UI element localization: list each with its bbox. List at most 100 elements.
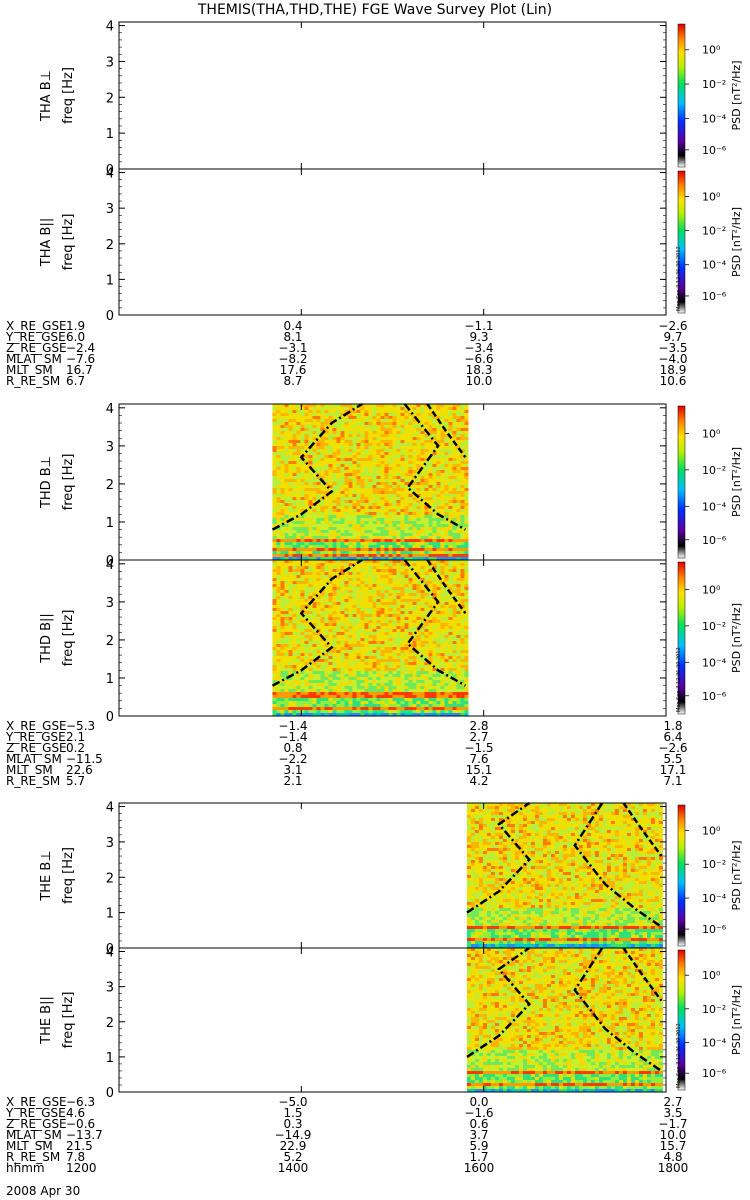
ephemeris-label: Z_RE_GSE <box>6 741 67 755</box>
colorbar-label: PSD [nT²/Hz] <box>730 603 743 673</box>
ephemeris-value: 10.6 <box>659 374 687 388</box>
y-tick-label: 3 <box>106 981 114 996</box>
ephemeris-value: −1.4 <box>278 730 308 744</box>
ephemeris-label: MLAT_SM <box>6 352 62 366</box>
ephemeris-value: 1.8 <box>663 719 683 733</box>
ephemeris-block-tha: X_RE_GSE 1.9 0.4 −1.1 −2.6 Y_RE_GSE 6.0 8.1 9.3 9… <box>0 319 750 388</box>
y-axis-probe-label: THD B⊥ <box>39 456 54 509</box>
spectrogram-image <box>272 560 469 716</box>
colorbar-scale <box>677 170 686 314</box>
ephemeris-value: 7.8 <box>66 1150 86 1164</box>
ephemeris-value: 0.6 <box>469 1117 489 1131</box>
ephemeris-value: 3.7 <box>469 1128 489 1142</box>
ephemeris-value: 7.1 <box>663 774 683 788</box>
ephemeris-value: 5.7 <box>66 774 86 788</box>
ephemeris-row-r_re_sm: R_RE_SM 6.7 8.7 10.0 10.6 <box>0 374 750 388</box>
spectrogram-panel-tha-bperp: 0 1 2 3 4 THA B⊥ freq [Hz] 10⁰ 10⁻² 10⁻⁴ 10⁻⁶ PSD [… <box>39 20 743 178</box>
ephemeris-label: R_RE_SM <box>6 1150 61 1164</box>
colorbar-tick-label: 10⁰ <box>702 824 721 837</box>
plot-frame <box>118 21 667 170</box>
ephemeris-label: MLT_SM <box>6 1139 53 1153</box>
colorbar-tick-label: 10⁻² <box>702 78 726 91</box>
ephemeris-value: 1800 <box>657 1161 689 1175</box>
ephemeris-row-y_re_gse: Y_RE_GSE 2.1 −1.4 2.7 6.4 <box>0 730 750 744</box>
ephemeris-value: −2.6 <box>658 319 688 333</box>
colorbar-tick-label: 10⁻⁶ <box>702 144 727 157</box>
ephemeris-value: 18.9 <box>659 363 687 377</box>
y-tick-label: 1 <box>106 127 114 142</box>
y-axis-probe-label: THA B⊥ <box>39 70 54 122</box>
y-tick-label: 3 <box>106 836 114 851</box>
colorbar-tick-label: 10⁰ <box>702 44 721 57</box>
ephemeris-value: −8.2 <box>278 352 308 366</box>
colorbar-tick-label: 10⁻⁶ <box>702 534 727 547</box>
y-tick-label: 4 <box>106 946 114 961</box>
ephemeris-value: 16.7 <box>66 363 93 377</box>
ephemeris-value: 2.7 <box>469 730 489 744</box>
ephemeris-value: 2.1 <box>66 730 86 744</box>
ephemeris-value: 1.7 <box>469 1150 489 1164</box>
ephemeris-value: 2.1 <box>283 774 303 788</box>
colorbar-scale <box>677 405 686 559</box>
plot-date: 2008 Apr 30 <box>6 1184 81 1198</box>
ephemeris-block-thd: X_RE_GSE −5.3 −1.4 2.8 1.8 Y_RE_GSE 2.1 −1.4 2.7… <box>0 719 750 788</box>
ephemeris-value: 6.0 <box>66 330 86 344</box>
plot-title: THEMIS(THA,THD,THE) FGE Wave Survey Plot… <box>197 2 553 18</box>
y-tick-label: 2 <box>106 634 114 649</box>
ephemeris-value: −5.0 <box>278 1095 308 1109</box>
y-tick-label: 4 <box>106 20 114 35</box>
ephemeris-value: 9.7 <box>663 330 683 344</box>
ephemeris-label: Z_RE_GSE <box>6 1117 67 1131</box>
colorbar-tick-label: 10⁻² <box>702 464 726 477</box>
y-tick-label: 0 <box>106 554 114 569</box>
ephemeris-label: Z_RE_GSE <box>6 341 67 355</box>
colorbar-tick-label: 10⁻⁴ <box>702 656 727 669</box>
gyrofrequency-curve <box>466 801 531 914</box>
ephemeris-value: 6.7 <box>66 374 86 388</box>
y-tick-label: 3 <box>106 202 114 217</box>
ephemeris-value: 0.8 <box>283 741 303 755</box>
spectrogram-panel-the-bpar: 0 1 2 3 4 THE B|| freq [Hz] 10⁰ 10⁻² 10⁻⁴ 10⁻⁶PSD … <box>39 946 743 1101</box>
colorbar-label: PSD [nT²/Hz] <box>730 985 743 1055</box>
colorbar-label: PSD [nT²/Hz] <box>730 207 743 277</box>
y-tick-label: 4 <box>106 402 114 417</box>
ephemeris-value: −3.4 <box>464 341 494 355</box>
y-tick-label: 0 <box>106 942 114 957</box>
y-tick-label: 3 <box>106 440 114 455</box>
ephemeris-value: 5.9 <box>469 1139 489 1153</box>
ephemeris-row-mlt_sm: MLT_SM 16.7 17.6 18.3 18.9 <box>0 363 750 377</box>
ephemeris-row-r_re_sm: R_RE_SM 5.7 2.1 4.2 7.1 <box>0 774 750 788</box>
ephemeris-row-x_re_gse: X_RE_GSE −5.3 −1.4 2.8 1.8 <box>0 719 750 733</box>
ephemeris-value: −5.3 <box>66 719 96 733</box>
y-tick-label: 1 <box>106 907 114 922</box>
colorbar-tick-label: 10⁻² <box>702 1003 726 1016</box>
ephemeris-value: 17.1 <box>659 763 687 777</box>
ephemeris-value: −6.6 <box>464 352 494 366</box>
ephemeris-value: −3.5 <box>658 341 688 355</box>
ephemeris-value: 0.3 <box>283 1117 303 1131</box>
y-axis-probe-label: THE B|| <box>39 996 54 1045</box>
ephemeris-value: 0.4 <box>283 319 303 333</box>
ephemeris-row-z_re_gse: Z_RE_GSE 0.2 0.8 −1.5 −2.6 <box>0 741 750 755</box>
y-tick-label: 1 <box>106 273 114 288</box>
ephemeris-label: R_RE_SM <box>6 774 61 788</box>
ephemeris-row-z_re_gse: Z_RE_GSE −2.4 −3.1 −3.4 −3.5 <box>0 341 750 355</box>
ephemeris-label: Y_RE_GSE <box>6 730 66 744</box>
colorbar-label: PSD [nT²/Hz] <box>730 60 743 130</box>
ephemeris-value: 8.1 <box>283 330 303 344</box>
ephemeris-label: Y_RE_GSE <box>6 330 66 344</box>
ephemeris-block-the: X_RE_GSE −6.3 −5.0 0.0 2.7 Y_RE_GSE 4.6 1.5 −1.6… <box>0 1095 750 1175</box>
ephemeris-value: −2.6 <box>658 741 688 755</box>
colorbar-tick-label: 10⁻² <box>702 858 726 871</box>
colorbar-scale <box>677 804 686 947</box>
colorbar-tick-label: 10⁻⁶ <box>702 290 727 303</box>
y-tick-label: 1 <box>106 672 114 687</box>
ephemeris-value: −13.7 <box>66 1128 103 1142</box>
gyrofrequency-curve <box>271 402 363 531</box>
colorbar-scale <box>677 949 686 1091</box>
ephemeris-value: −1.5 <box>464 741 494 755</box>
y-axis-probe-label: THE B⊥ <box>39 850 54 901</box>
